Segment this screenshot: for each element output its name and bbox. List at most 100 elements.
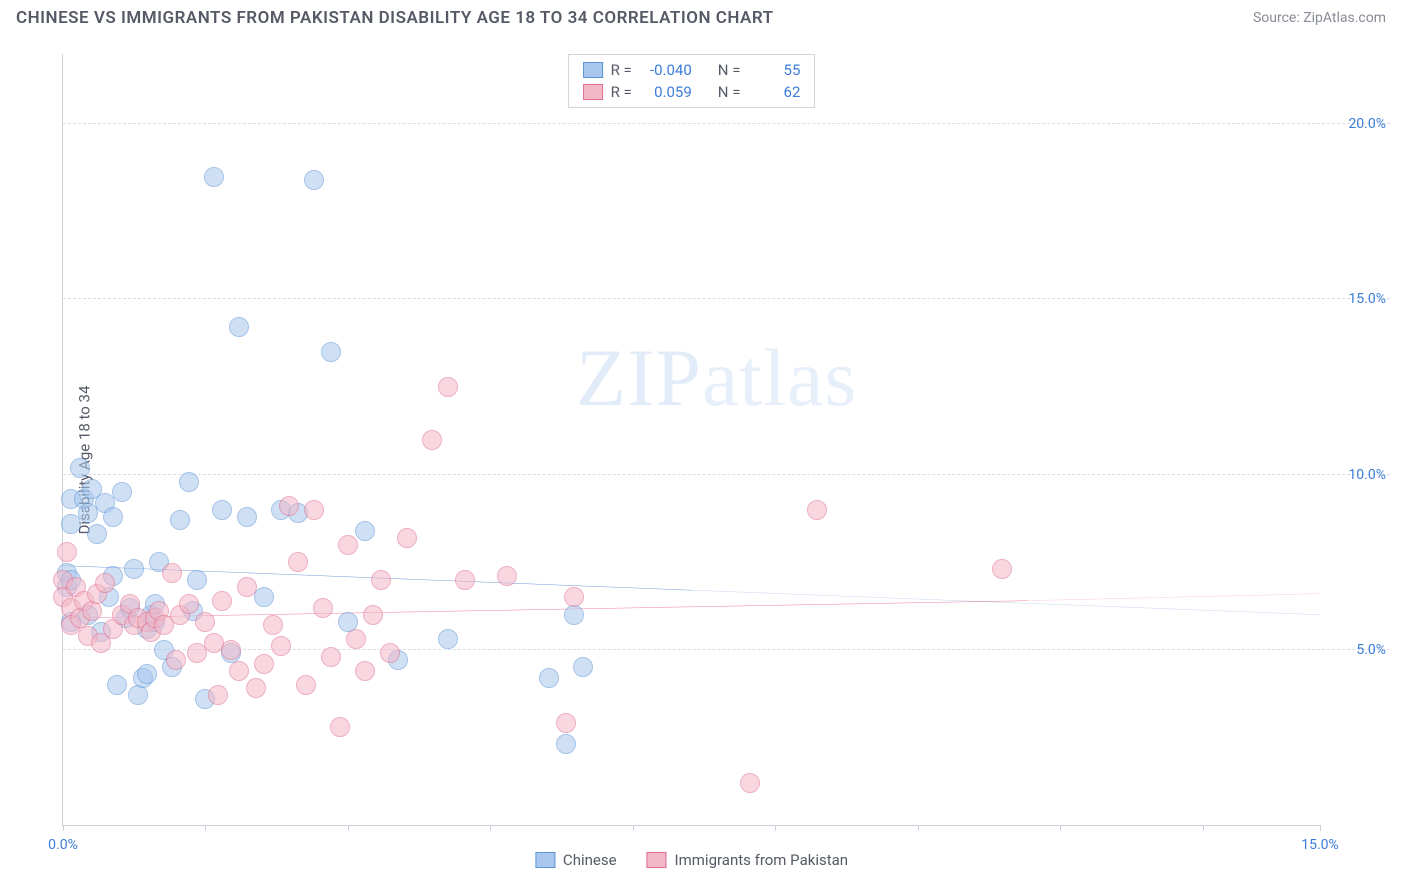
data-point-pakistan [556,713,576,733]
data-point-chinese [229,317,249,337]
data-point-chinese [212,500,232,520]
data-point-pakistan [992,559,1012,579]
data-point-chinese [107,675,127,695]
legend-label-chinese: Chinese [563,851,617,869]
data-point-pakistan [371,570,391,590]
data-point-pakistan [179,594,199,614]
data-point-pakistan [208,685,228,705]
x-tick [63,825,64,831]
data-point-pakistan [166,650,186,670]
gridline [63,298,1390,299]
data-point-pakistan [82,601,102,621]
data-point-chinese [187,570,207,590]
x-tick [205,825,206,831]
swatch-pakistan [583,84,603,100]
trend-lines [63,54,1320,825]
data-point-pakistan [397,528,417,548]
y-tick-label: 20.0% [1348,116,1386,132]
r-label: R = [611,61,632,79]
data-point-pakistan [296,675,316,695]
data-point-chinese [539,668,559,688]
legend-item-chinese: Chinese [535,851,617,869]
chart-container: Disability Age 18 to 34 ZIPatlas R = -0.… [16,44,1390,876]
x-tick [1060,825,1061,831]
x-tick [348,825,349,831]
data-point-pakistan [422,430,442,450]
stats-row-pakistan: R = 0.059 N = 62 [583,81,801,103]
trendline-dashed-chinese [692,590,1321,615]
data-point-pakistan [212,591,232,611]
x-tick [633,825,634,831]
data-point-pakistan [346,629,366,649]
data-point-pakistan [313,598,333,618]
data-point-pakistan [237,577,257,597]
data-point-pakistan [807,500,827,520]
x-tick [1203,825,1204,831]
data-point-pakistan [455,570,475,590]
n-label: N = [718,61,741,79]
data-point-pakistan [254,654,274,674]
plot-area: ZIPatlas R = -0.040 N = 55 R = 0.059 N =… [62,54,1320,826]
data-point-pakistan [288,552,308,572]
y-tick-label: 10.0% [1348,467,1386,483]
legend-label-pakistan: Immigrants from Pakistan [675,851,849,869]
data-point-pakistan [380,643,400,663]
trendline-dashed-pakistan [1027,594,1320,601]
data-point-chinese [112,482,132,502]
data-point-chinese [304,170,324,190]
legend-item-pakistan: Immigrants from Pakistan [647,851,849,869]
r-value-pakistan: 0.059 [640,83,692,101]
data-point-pakistan [279,496,299,516]
data-point-pakistan [330,717,350,737]
data-point-chinese [556,734,576,754]
data-point-chinese [355,521,375,541]
data-point-chinese [438,629,458,649]
data-point-pakistan [221,640,241,660]
stats-row-chinese: R = -0.040 N = 55 [583,59,801,81]
r-value-chinese: -0.040 [640,61,692,79]
data-point-pakistan [162,563,182,583]
x-tick-label: 15.0% [1301,837,1339,853]
data-point-pakistan [355,661,375,681]
x-tick-label: 0.0% [48,837,78,853]
data-point-pakistan [363,605,383,625]
data-point-chinese [254,587,274,607]
r-label: R = [611,83,632,101]
n-value-pakistan: 62 [748,83,800,101]
data-point-chinese [124,559,144,579]
data-point-chinese [204,167,224,187]
swatch-chinese [535,852,555,868]
gridline [63,123,1390,124]
chart-title: CHINESE VS IMMIGRANTS FROM PAKISTAN DISA… [16,8,774,28]
watermark-thin: atlas [702,332,857,423]
n-value-chinese: 55 [748,61,800,79]
y-tick-label: 5.0% [1356,642,1386,658]
data-point-pakistan [338,535,358,555]
data-point-chinese [70,458,90,478]
data-point-chinese [321,342,341,362]
data-point-pakistan [321,647,341,667]
n-label: N = [718,83,741,101]
data-point-pakistan [229,661,249,681]
data-point-pakistan [246,678,266,698]
data-point-pakistan [304,500,324,520]
swatch-pakistan [647,852,667,868]
data-point-pakistan [564,587,584,607]
data-point-chinese [87,524,107,544]
source-label: Source: ZipAtlas.com [1253,10,1386,26]
data-point-chinese [573,657,593,677]
watermark: ZIPatlas [576,331,857,425]
data-point-pakistan [271,636,291,656]
data-point-chinese [237,507,257,527]
data-point-pakistan [438,377,458,397]
x-tick [775,825,776,831]
x-tick [1320,825,1321,831]
data-point-pakistan [57,542,77,562]
data-point-chinese [137,664,157,684]
data-point-chinese [179,472,199,492]
series-legend: Chinese Immigrants from Pakistan [535,851,848,869]
gridline [63,649,1390,650]
data-point-pakistan [497,566,517,586]
gridline [63,474,1390,475]
stats-legend: R = -0.040 N = 55 R = 0.059 N = 62 [568,54,816,108]
